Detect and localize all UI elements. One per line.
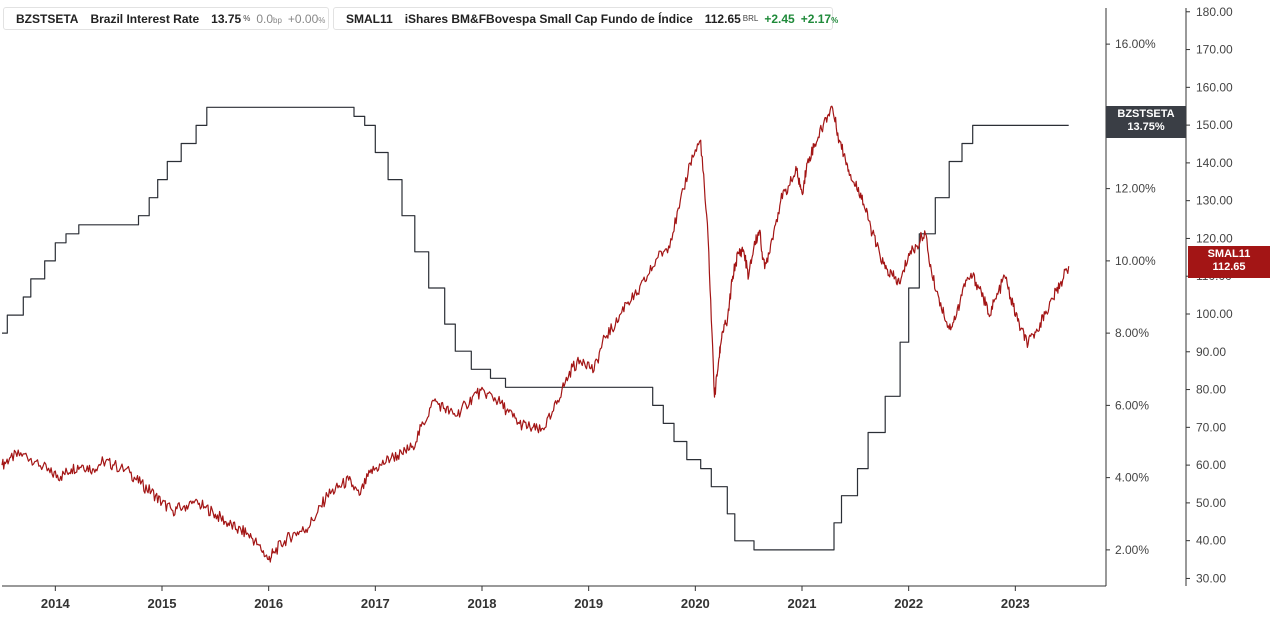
x-tick-label: 2014 xyxy=(41,596,71,611)
right-y-tick-label: 100.00 xyxy=(1196,307,1233,321)
right-y-tick-label: 70.00 xyxy=(1196,420,1226,434)
legend-unit: % xyxy=(243,14,251,23)
series-line-bzstseta xyxy=(2,106,1069,551)
legend-interest-rate[interactable]: BZSTSETA Brazil Interest Rate 13.75 % 0.… xyxy=(3,7,329,30)
legend-change-abs: +2.45 xyxy=(764,11,795,26)
left-y-tick-label: 16.00% xyxy=(1115,37,1156,51)
right-y-tick-label: 120.00 xyxy=(1196,231,1233,245)
left-y-tick-label: 12.00% xyxy=(1115,182,1156,196)
legend-symbol: BZSTSETA xyxy=(16,11,79,26)
legend-smal11[interactable]: SMAL11 iShares BM&FBovespa Small Cap Fun… xyxy=(333,7,838,30)
right-y-tick-label: 140.00 xyxy=(1196,156,1233,170)
right-y-tick-label: 60.00 xyxy=(1196,458,1226,472)
right-y-tick-label: 180.00 xyxy=(1196,5,1233,19)
left-y-tick-label: 10.00% xyxy=(1115,254,1156,268)
x-tick-label: 2017 xyxy=(361,596,390,611)
x-tick-label: 2021 xyxy=(788,596,817,611)
legend-name: Brazil Interest Rate xyxy=(90,11,200,26)
left-y-tick-label: 2.00% xyxy=(1115,543,1149,557)
x-tick-label: 2015 xyxy=(148,596,177,611)
legend-symbol: SMAL11 xyxy=(346,11,393,26)
x-tick-label: 2022 xyxy=(894,596,923,611)
tag-value: 112.65 xyxy=(1212,261,1246,273)
tag-value: 13.75% xyxy=(1127,121,1165,133)
legend-value: 112.65 xyxy=(704,11,741,26)
series-line-smal11 xyxy=(1,105,1070,563)
series-layer xyxy=(1,105,1070,563)
legend-change-pct: +2.17% xyxy=(800,11,839,26)
legend-unit: BRL xyxy=(742,14,759,23)
right-y-tick-label: 170.00 xyxy=(1196,43,1233,57)
left-y-tick-label: 4.00% xyxy=(1115,471,1149,485)
x-axis: 2014 2015 2016 2017 2018 2019 2020 2021 2022 2023 xyxy=(41,586,1030,611)
right-y-tick-label: 50.00 xyxy=(1196,496,1226,510)
right-y-tick-label: 80.00 xyxy=(1196,383,1226,397)
right-y-tick-label: 40.00 xyxy=(1196,534,1226,548)
last-value-tag-interest-rate: BZSTSETA 13.75% xyxy=(1106,106,1186,138)
legend-name: iShares BM&FBovespa Small Cap Fundo de Í… xyxy=(404,11,693,26)
x-tick-label: 2023 xyxy=(1001,596,1030,611)
legend-change-pct: +0.00% xyxy=(287,11,326,26)
legend-change-bp: 0.0bp xyxy=(256,11,282,26)
last-value-tag-smal11: SMAL11 112.65 xyxy=(1188,246,1270,278)
axes-frame xyxy=(2,8,1187,587)
left-y-tick-label: 6.00% xyxy=(1115,398,1149,412)
right-y-tick-label: 130.00 xyxy=(1196,194,1233,208)
x-tick-label: 2020 xyxy=(681,596,710,611)
right-y-axis: 30.00 40.00 50.00 60.00 70.00 80.00 90.00 100.0… xyxy=(1186,5,1233,585)
right-y-tick-label: 30.00 xyxy=(1196,571,1226,585)
x-tick-label: 2019 xyxy=(574,596,603,611)
right-y-tick-label: 160.00 xyxy=(1196,80,1233,94)
left-y-tick-label: 8.00% xyxy=(1115,326,1149,340)
x-tick-label: 2018 xyxy=(468,596,497,611)
tag-symbol: BZSTSETA xyxy=(1117,108,1175,120)
right-y-tick-label: 150.00 xyxy=(1196,118,1233,132)
tag-symbol: SMAL11 xyxy=(1207,248,1251,260)
right-y-tick-label: 90.00 xyxy=(1196,345,1226,359)
x-tick-label: 2016 xyxy=(254,596,283,611)
legend-value: 13.75 xyxy=(211,11,242,26)
